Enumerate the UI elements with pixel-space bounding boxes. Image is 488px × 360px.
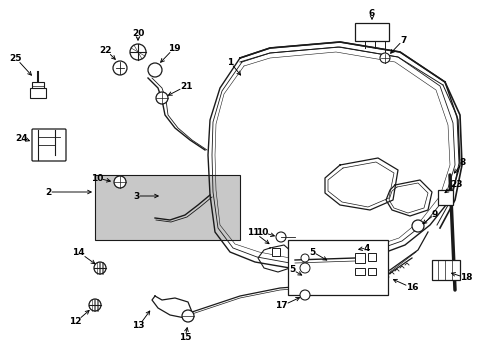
Bar bbox=[367, 253, 375, 261]
Text: 7: 7 bbox=[390, 36, 406, 53]
Text: 11: 11 bbox=[247, 228, 268, 244]
Bar bbox=[271, 248, 280, 256]
Text: 6: 6 bbox=[368, 9, 374, 19]
Text: 1: 1 bbox=[226, 58, 240, 75]
Circle shape bbox=[299, 263, 309, 273]
Circle shape bbox=[379, 53, 389, 63]
Text: 13: 13 bbox=[132, 311, 149, 330]
Text: 25: 25 bbox=[9, 54, 31, 75]
Circle shape bbox=[299, 290, 309, 300]
Text: 5: 5 bbox=[289, 266, 301, 275]
Circle shape bbox=[301, 254, 308, 262]
Text: 18: 18 bbox=[451, 273, 471, 283]
Text: 10: 10 bbox=[255, 228, 274, 237]
Bar bbox=[95, 175, 240, 240]
Bar bbox=[354, 23, 388, 41]
Text: 3: 3 bbox=[134, 192, 158, 201]
Bar bbox=[354, 268, 364, 275]
Circle shape bbox=[411, 220, 423, 232]
Text: 2: 2 bbox=[46, 188, 91, 197]
FancyBboxPatch shape bbox=[32, 129, 66, 161]
Text: 20: 20 bbox=[132, 28, 144, 40]
Text: 5: 5 bbox=[309, 248, 326, 260]
Text: 15: 15 bbox=[179, 328, 191, 342]
Text: 22: 22 bbox=[99, 45, 115, 59]
Circle shape bbox=[130, 44, 146, 60]
Circle shape bbox=[89, 299, 101, 311]
Text: 16: 16 bbox=[393, 279, 418, 292]
Text: 4: 4 bbox=[358, 243, 369, 252]
Circle shape bbox=[113, 61, 127, 75]
Circle shape bbox=[148, 63, 162, 77]
Text: 10: 10 bbox=[90, 174, 110, 183]
Text: 17: 17 bbox=[275, 297, 299, 310]
Text: 9: 9 bbox=[422, 210, 437, 224]
Circle shape bbox=[156, 92, 168, 104]
Bar bbox=[287, 240, 387, 295]
Bar bbox=[30, 88, 46, 98]
Circle shape bbox=[94, 262, 106, 274]
Text: 24: 24 bbox=[15, 134, 29, 143]
Bar bbox=[367, 268, 375, 275]
Circle shape bbox=[114, 176, 126, 188]
Text: 21: 21 bbox=[168, 81, 192, 95]
Text: 14: 14 bbox=[72, 248, 95, 264]
Bar bbox=[354, 253, 364, 263]
Text: 19: 19 bbox=[160, 44, 180, 62]
Bar bbox=[431, 260, 459, 280]
Circle shape bbox=[182, 310, 194, 322]
Text: 8: 8 bbox=[453, 158, 465, 173]
Text: 12: 12 bbox=[69, 310, 89, 327]
Text: 23: 23 bbox=[444, 180, 462, 193]
Bar bbox=[32, 82, 44, 90]
Circle shape bbox=[275, 232, 285, 242]
Bar bbox=[437, 190, 452, 205]
